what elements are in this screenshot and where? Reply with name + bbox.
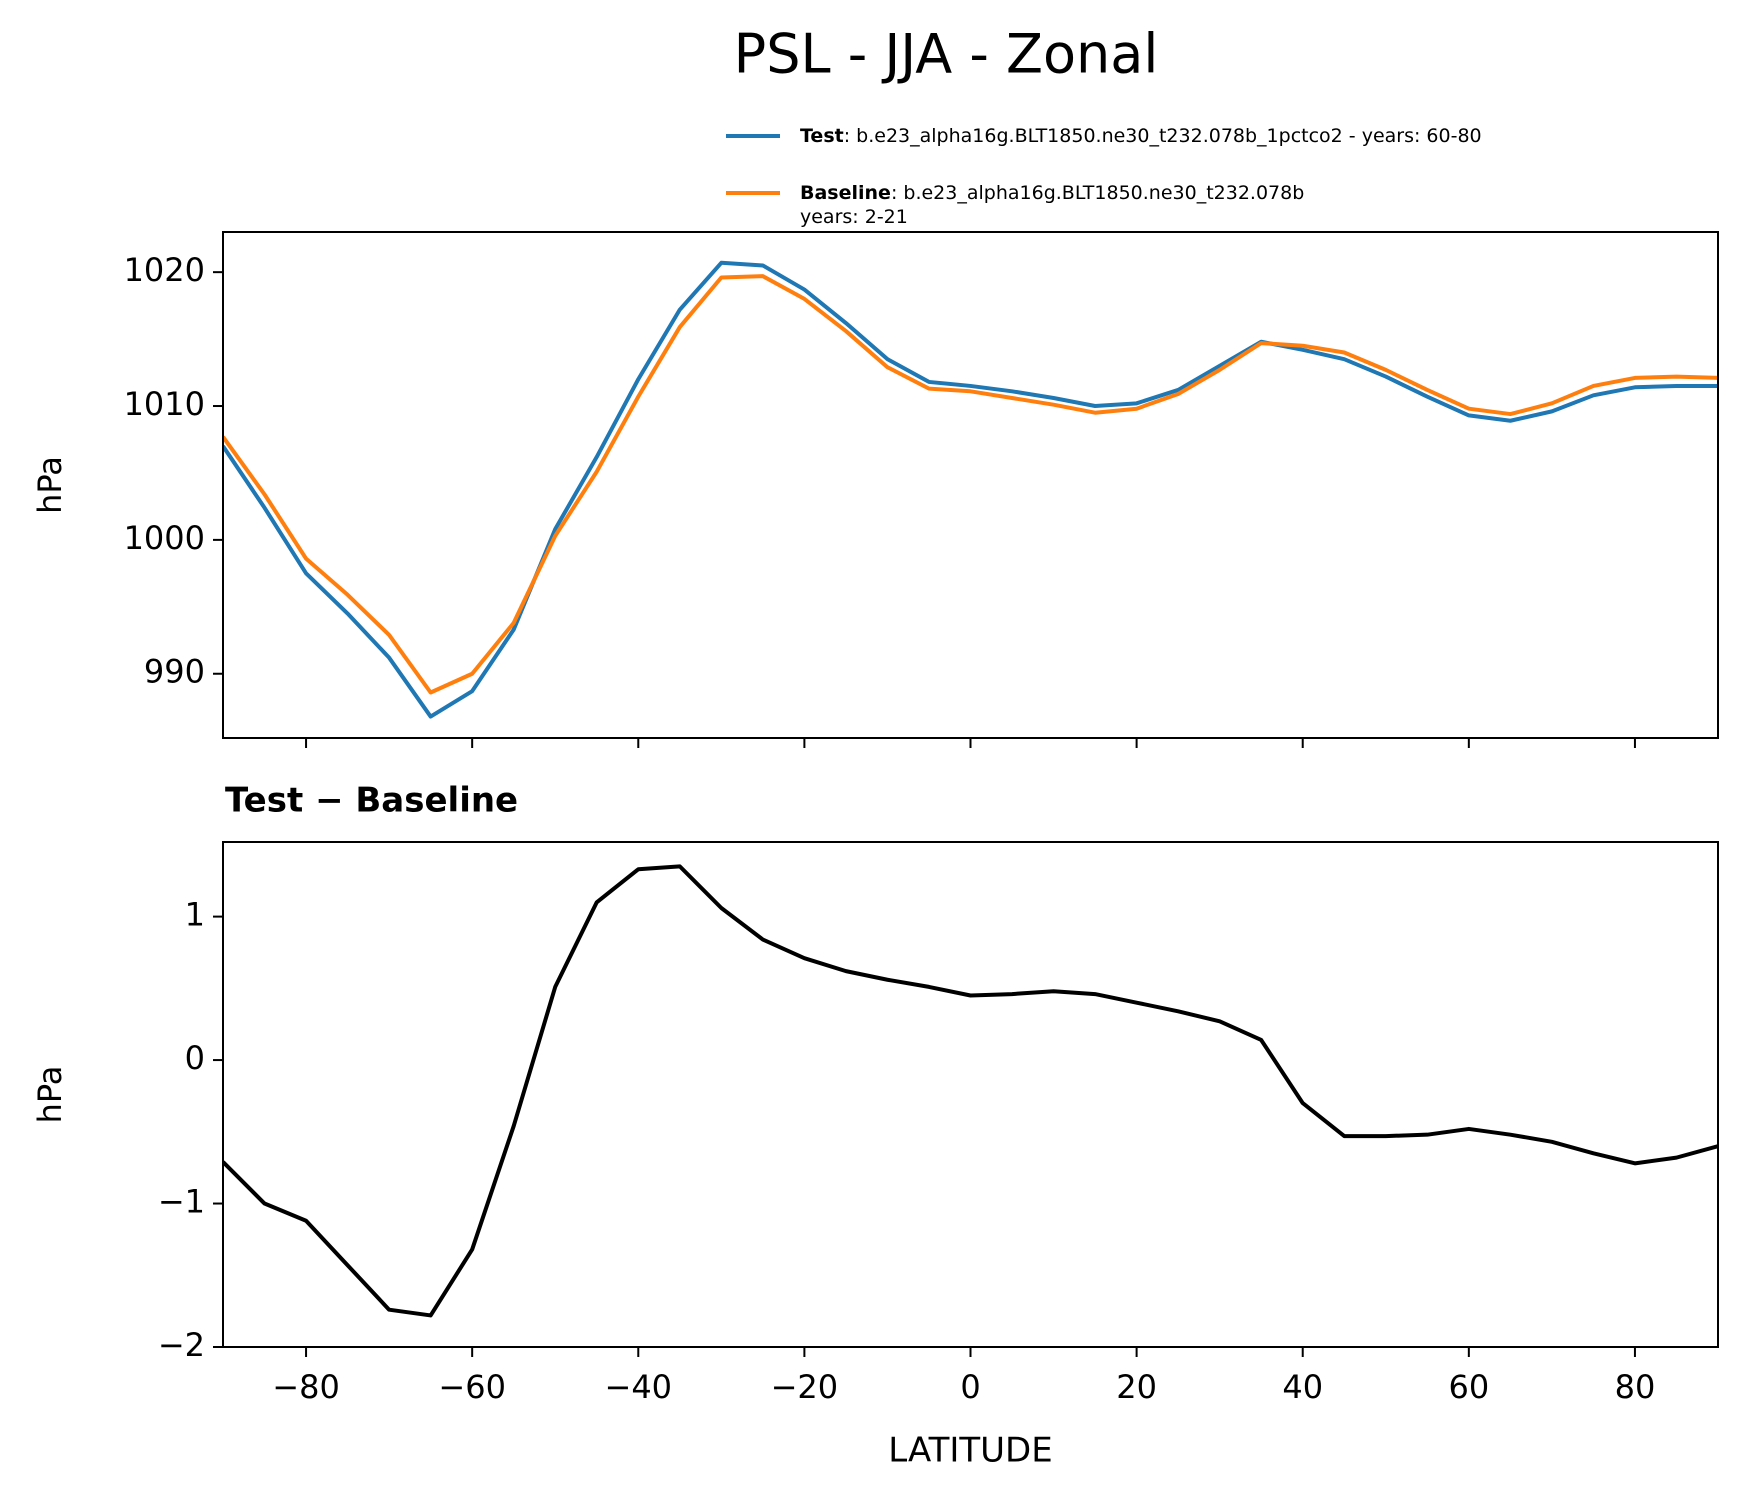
y-tick-label: −1	[158, 1183, 205, 1221]
legend-description: : b.e23_alpha16g.BLT1850.ne30_t232.078b	[891, 182, 1304, 204]
legend-description: : b.e23_alpha16g.BLT1850.ne30_t232.078b_…	[844, 125, 1482, 147]
axes-frame	[222, 841, 1719, 1348]
y-axis-label: hPa	[31, 1066, 69, 1124]
legend-entry: Test: b.e23_alpha16g.BLT1850.ne30_t232.0…	[800, 125, 1482, 147]
y-tick-label: 1010	[124, 385, 205, 423]
axes-title: Test − Baseline	[225, 781, 518, 821]
x-tick-label: −80	[272, 1368, 340, 1406]
y-tick-label: 0	[185, 1039, 205, 1077]
x-tick-label: 80	[1615, 1368, 1656, 1406]
x-axis-label: LATITUDE	[888, 1431, 1052, 1471]
series-line	[223, 274, 1718, 695]
axes-frame	[222, 231, 1719, 739]
y-axis-label: hPa	[31, 456, 69, 514]
y-tick-label: 1020	[124, 251, 205, 289]
figure-title: PSL - JJA - Zonal	[734, 23, 1159, 86]
x-tick-label: −20	[771, 1368, 839, 1406]
x-tick-label: −40	[605, 1368, 673, 1406]
x-tick-label: −60	[438, 1368, 506, 1406]
legend-entry: Baseline: b.e23_alpha16g.BLT1850.ne30_t2…	[800, 182, 1304, 204]
legend-name: Baseline	[800, 182, 891, 204]
legend-name: Test	[800, 125, 844, 147]
x-tick-label: 20	[1116, 1368, 1157, 1406]
y-tick-label: 1	[185, 896, 205, 934]
y-tick-label: 990	[144, 653, 205, 691]
legend-entry: years: 2-21	[800, 206, 908, 228]
x-tick-label: 60	[1448, 1368, 1489, 1406]
y-tick-label: 1000	[124, 519, 205, 557]
plot-area	[223, 260, 1718, 719]
legend-description: years: 2-21	[800, 206, 908, 228]
x-tick-label: 40	[1282, 1368, 1323, 1406]
series-line	[223, 260, 1718, 719]
x-tick-label: 0	[960, 1368, 980, 1406]
y-tick-label: −2	[158, 1326, 205, 1364]
series-line	[223, 864, 1718, 1318]
plot-area	[223, 864, 1718, 1318]
